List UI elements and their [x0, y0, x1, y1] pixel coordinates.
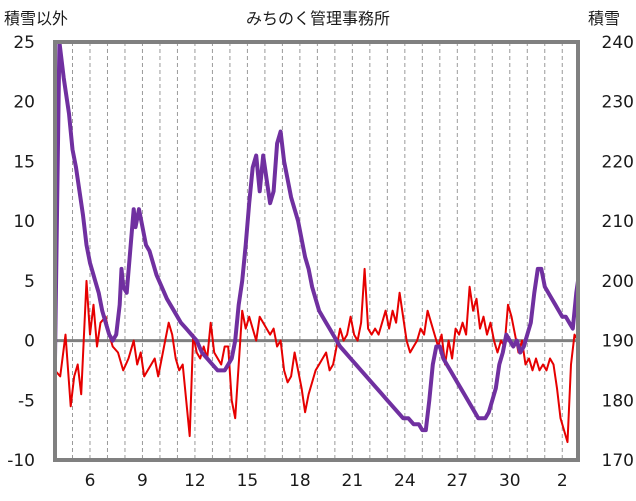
x-tick-label: 2	[557, 471, 568, 491]
x-tick-label: 21	[342, 471, 364, 491]
left-tick-label: 5	[24, 272, 35, 292]
x-tick-label: 24	[394, 471, 416, 491]
right-y-axis: 170 180 190 200 210 220 230 240	[602, 33, 634, 471]
temperature-line	[54, 267, 579, 444]
vertical-gridlines	[71, 42, 563, 460]
right-tick-label: 170	[602, 451, 634, 471]
right-tick-label: 220	[602, 152, 634, 172]
right-tick-label: 230	[602, 93, 634, 113]
x-tick-label: 12	[184, 471, 206, 491]
left-y-axis: -10 -5 0 5 10 15 20 25	[7, 33, 35, 471]
series-group	[53, 40, 580, 444]
right-tick-label: 210	[602, 212, 634, 232]
left-tick-label: 0	[24, 332, 35, 352]
x-tick-label: 15	[237, 471, 259, 491]
x-tick-label: 6	[85, 471, 96, 491]
chart-title: みちのく管理事務所	[246, 9, 390, 28]
left-tick-label: -5	[18, 391, 35, 411]
left-axis-label: 積雪以外	[4, 9, 68, 28]
snow-depth-line	[53, 40, 580, 433]
left-tick-label: 25	[13, 33, 35, 53]
right-tick-label: 200	[602, 272, 634, 292]
left-tick-label: -10	[7, 451, 35, 471]
x-tick-label: 30	[499, 471, 521, 491]
plot-frame	[53, 40, 580, 462]
x-tick-label: 27	[446, 471, 468, 491]
right-axis-label: 積雪	[588, 9, 620, 28]
right-tick-label: 180	[602, 391, 634, 411]
left-tick-label: 20	[13, 93, 35, 113]
x-tick-label: 9	[137, 471, 148, 491]
left-tick-label: 15	[13, 152, 35, 172]
right-tick-label: 190	[602, 332, 634, 352]
x-tick-label: 18	[289, 471, 311, 491]
x-axis: 6 9 12 15 18 21 24 27 30 2	[85, 471, 568, 491]
left-tick-label: 10	[13, 212, 35, 232]
right-tick-label: 240	[602, 33, 634, 53]
